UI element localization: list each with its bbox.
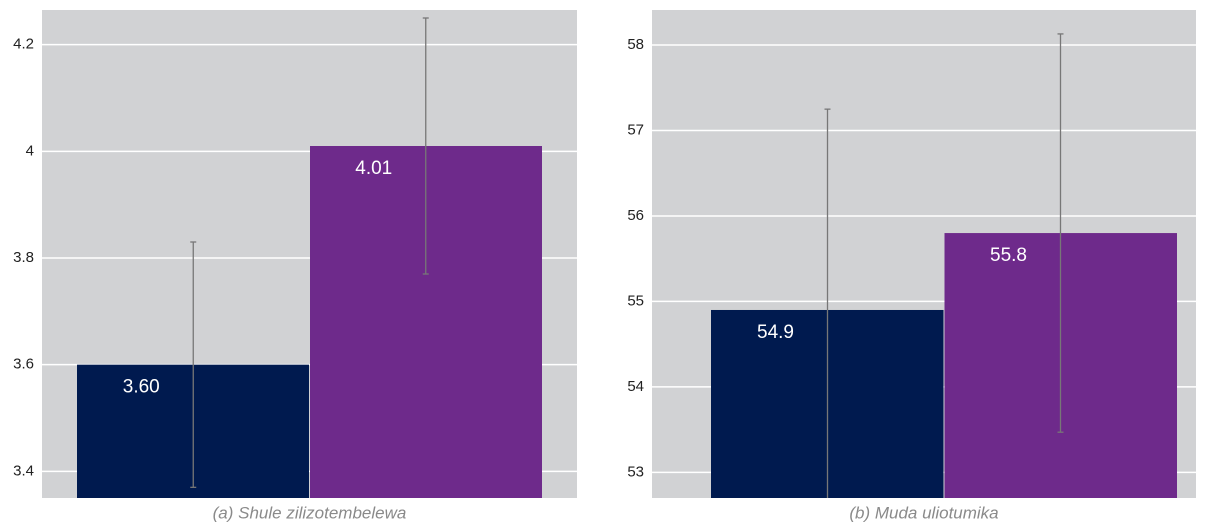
caption: (b) Muda uliotumika bbox=[849, 503, 998, 522]
plot-area bbox=[42, 17, 577, 498]
y-tick-label: 55 bbox=[627, 292, 644, 309]
y-tick-label: 4 bbox=[26, 142, 34, 159]
y-tick-label: 4.2 bbox=[13, 36, 34, 53]
data-label: 4.01 bbox=[355, 158, 392, 179]
caption: (a) Shule zilizotembelewa bbox=[213, 503, 407, 522]
y-tick-label: 3.8 bbox=[13, 249, 34, 266]
y-tick-label: 3.6 bbox=[13, 356, 34, 373]
y-tick-label: 3.4 bbox=[13, 462, 34, 479]
y-tick-label: 54 bbox=[627, 378, 644, 395]
data-label: 3.60 bbox=[123, 377, 160, 398]
y-tick-label: 58 bbox=[627, 36, 644, 53]
data-label: 54.9 bbox=[757, 322, 794, 343]
plot-area bbox=[652, 33, 1196, 498]
y-tick-label: 57 bbox=[627, 121, 644, 138]
y-tick-label: 53 bbox=[627, 463, 644, 480]
y-tick-label: 56 bbox=[627, 207, 644, 224]
data-label: 55.8 bbox=[990, 245, 1027, 266]
